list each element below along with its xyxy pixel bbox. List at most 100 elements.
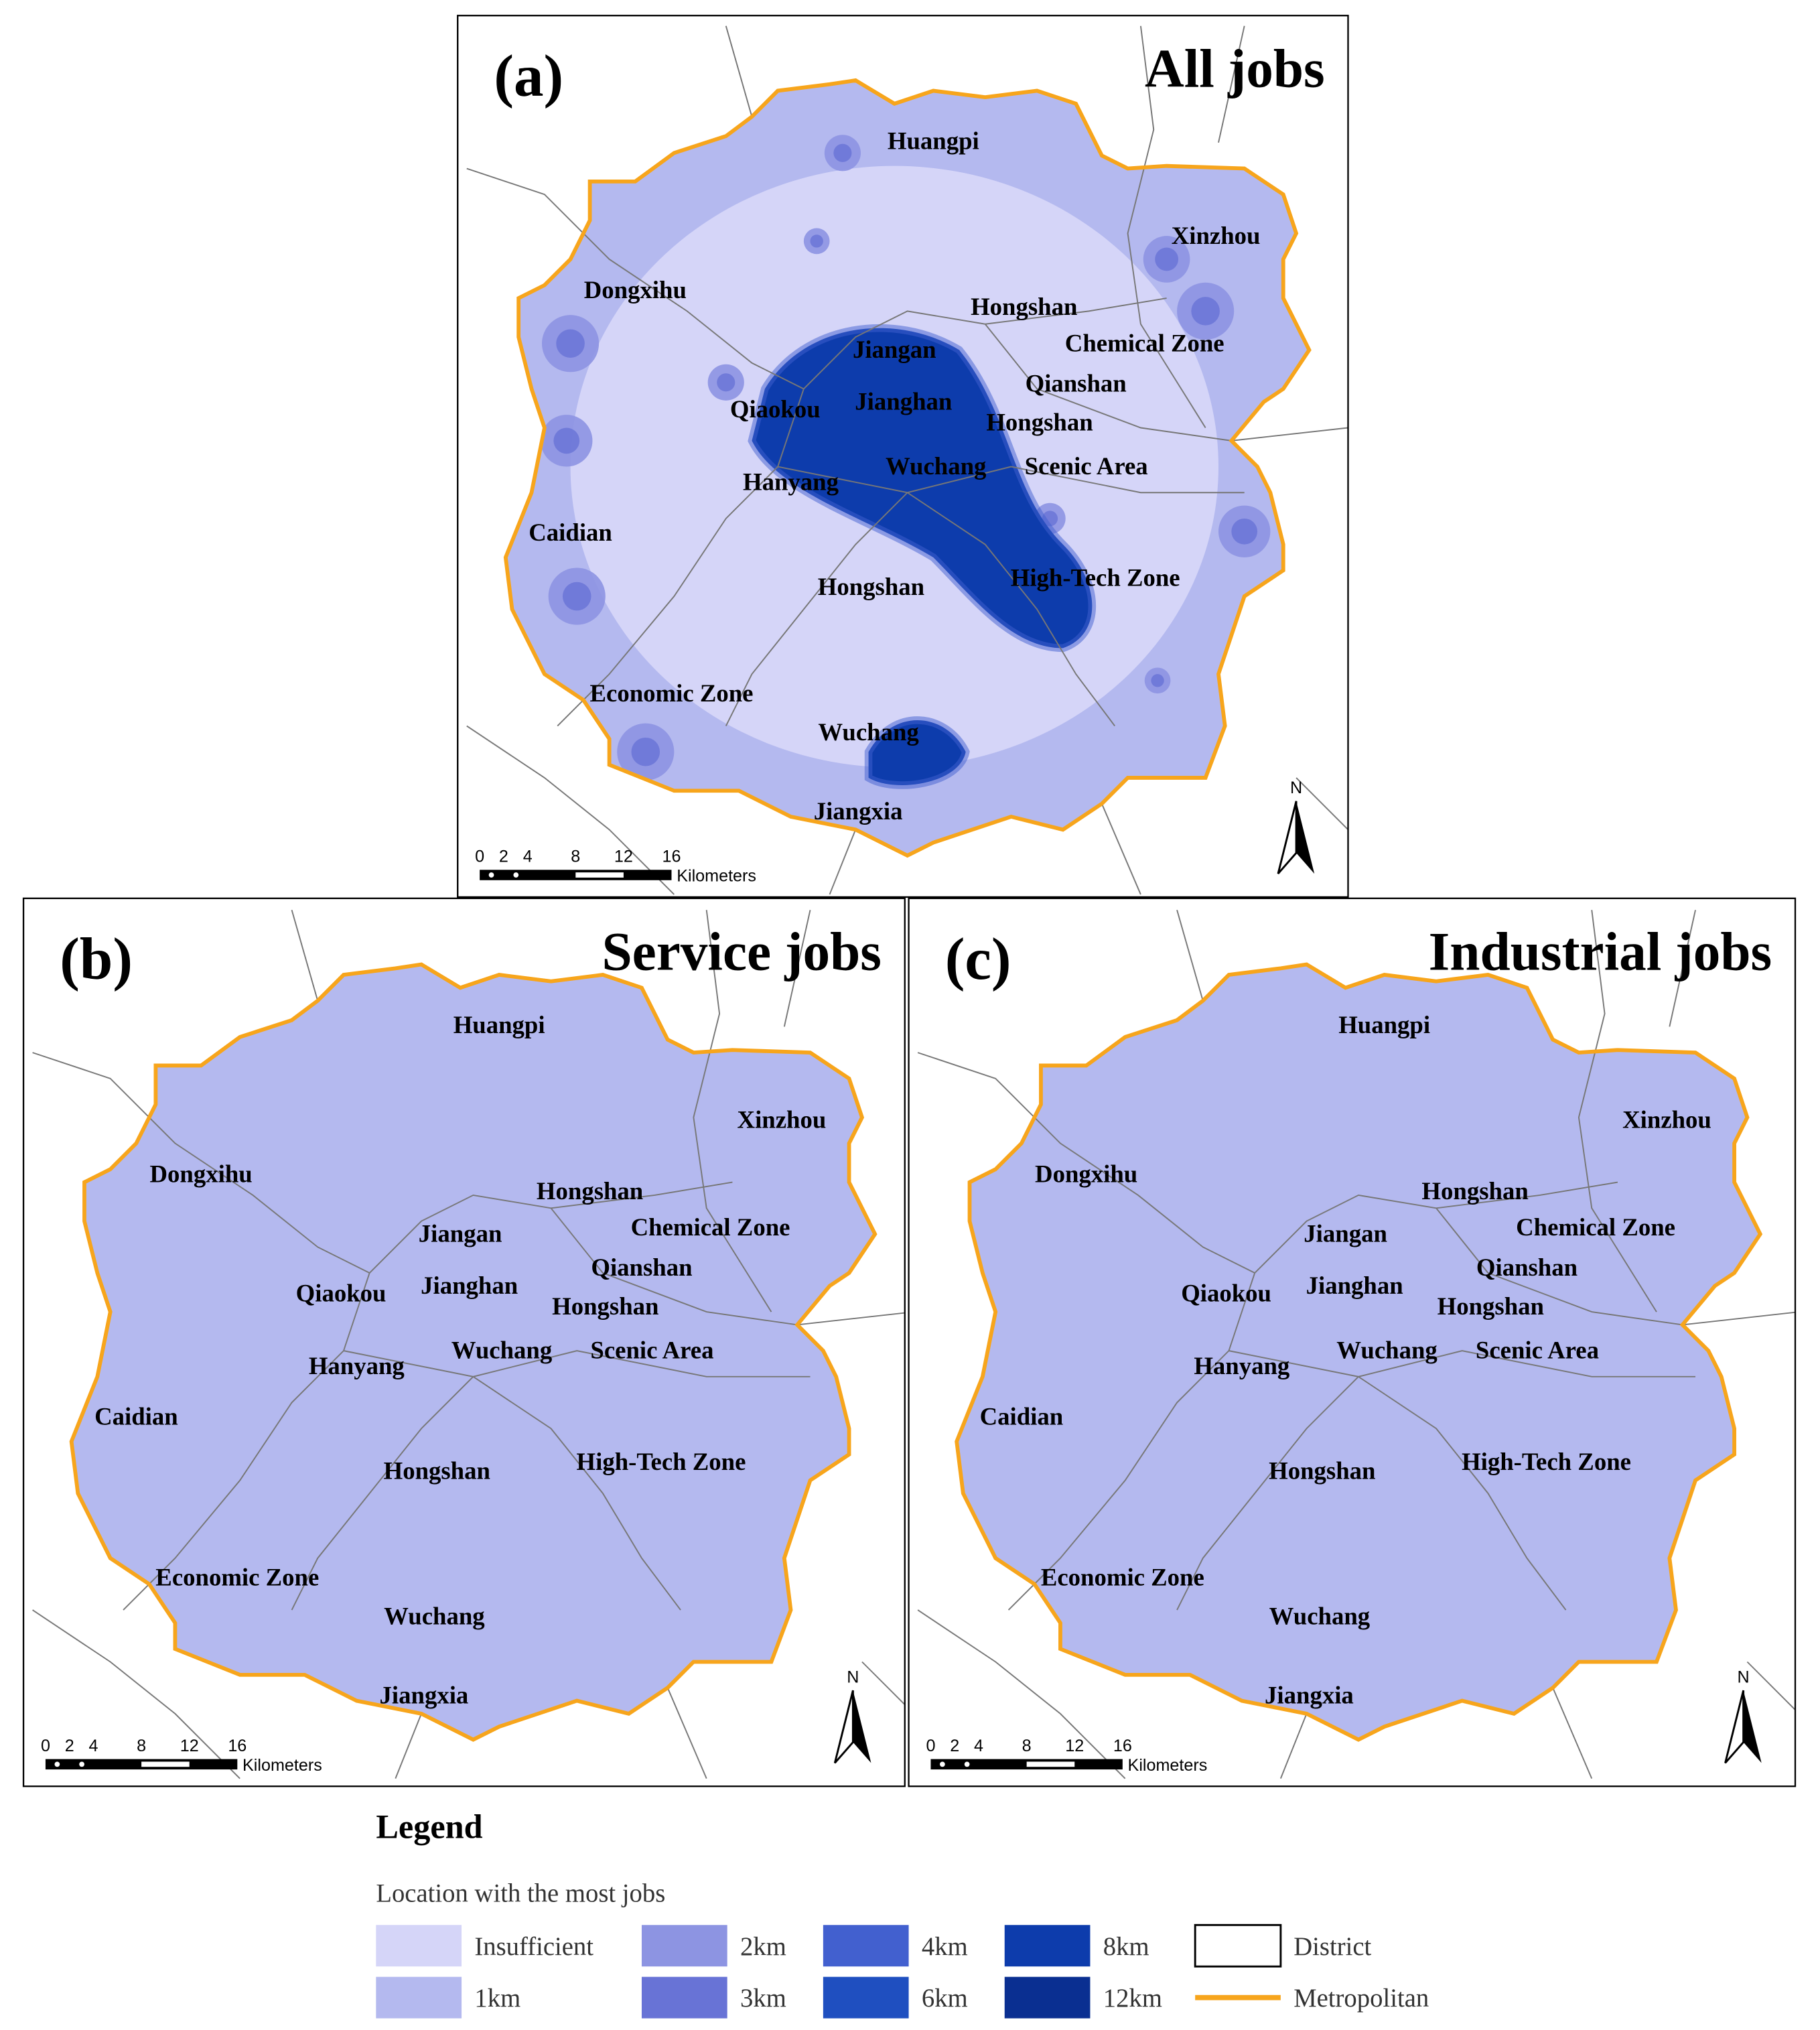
place-label: Economic Zone	[1041, 1563, 1204, 1591]
job-cluster-core	[717, 373, 736, 392]
place-label: Hongshan	[971, 293, 1077, 320]
district-line	[1296, 777, 1348, 830]
scale-tick-label: 12	[614, 848, 633, 866]
district-line	[917, 1609, 1126, 1779]
place-label: Qiaokou	[730, 395, 821, 423]
scale-tick-label: 0	[926, 1737, 935, 1755]
place-label: Xinzhou	[1172, 222, 1261, 249]
district-line	[1101, 803, 1141, 895]
place-label: Chemical Zone	[631, 1213, 790, 1241]
legend-label: 6km	[922, 1984, 968, 2013]
legend-label: 3km	[740, 1984, 786, 2013]
scale-bar-segment	[141, 1761, 190, 1767]
place-label: Qiaokou	[296, 1280, 387, 1307]
north-label: N	[847, 1668, 859, 1686]
scale-tick-label: 2	[499, 848, 508, 866]
place-label: Dongxihu	[150, 1160, 253, 1188]
district-line	[725, 492, 908, 726]
district-line	[777, 466, 1245, 494]
legend-title: Legend	[376, 1808, 482, 1846]
place-label: Huangpi	[1338, 1011, 1430, 1038]
metro-area	[71, 964, 876, 1740]
legend-label: Insufficient	[474, 1933, 593, 1961]
place-label: Hanyang	[1194, 1352, 1290, 1379]
place-label: Dongxihu	[584, 276, 687, 303]
place-label: High-Tech Zone	[577, 1448, 746, 1475]
job-cluster-core	[810, 234, 823, 248]
place-label: Jiangan	[419, 1220, 502, 1247]
map-panel: Huangpi Xinzhou Dongxihu Hongshan Chemical Z…	[23, 898, 905, 1787]
legend-label: 12km	[1103, 1984, 1162, 2013]
place-label: Jiangxia	[814, 797, 903, 825]
place-label: Economic Zone	[589, 679, 753, 707]
place-label: Scenic Area	[590, 1337, 713, 1364]
north-arrow	[1296, 801, 1315, 874]
place-label: Hongshan	[537, 1177, 643, 1205]
place-label: Huangpi	[888, 127, 979, 155]
legend-subtitle: Location with the most jobs	[376, 1879, 665, 1907]
scale-tick-label: 16	[228, 1737, 247, 1755]
district-line	[693, 910, 772, 1312]
place-label: Chemical Zone	[1516, 1213, 1675, 1241]
scale-tick-label: 8	[137, 1737, 146, 1755]
district-line	[1176, 910, 1204, 1001]
place-label: Dongxihu	[1035, 1160, 1137, 1188]
job-cluster-core	[562, 582, 591, 611]
legend-swatch	[641, 1925, 727, 1967]
job-cluster-core	[1231, 518, 1258, 545]
district-line	[1127, 25, 1206, 429]
place-label: Hongshan	[818, 573, 924, 600]
district-line	[472, 1376, 681, 1611]
place-label: Hongshan	[1438, 1292, 1544, 1320]
place-label: Qianshan	[1026, 369, 1127, 397]
place-label: Qianshan	[591, 1254, 692, 1281]
legend-swatch	[823, 1925, 909, 1967]
job-cluster-core	[1151, 674, 1164, 687]
place-label: Qianshan	[1476, 1254, 1578, 1281]
place-label: Jianghan	[855, 387, 952, 415]
scale-unit: Kilometers	[677, 867, 756, 886]
north-arrow	[1743, 1690, 1762, 1763]
legend-label: 4km	[922, 1933, 968, 1961]
legend-swatch	[1004, 1976, 1091, 2019]
place-label: Chemical Zone	[1065, 329, 1224, 356]
district-line	[907, 492, 1115, 727]
scale-tick-label: 2	[950, 1737, 959, 1755]
legend-label: 2km	[740, 1933, 786, 1961]
legend-swatch	[1194, 1923, 1282, 1968]
scale-bar-segment	[575, 872, 624, 878]
job-cluster-core	[556, 329, 585, 358]
place-label: Caidian	[529, 519, 612, 546]
map-content: Huangpi Xinzhou Dongxihu Hongshan Chemical Z…	[32, 910, 905, 1779]
scale-tick-label: 16	[662, 848, 681, 866]
district-line	[984, 324, 1348, 442]
district-line	[1436, 1207, 1796, 1326]
job-center-core	[748, 324, 1096, 789]
job-cluster-core	[631, 737, 660, 766]
legend-label: Metropolitan	[1293, 1984, 1429, 2013]
district-line	[1007, 1272, 1256, 1611]
district-line	[343, 1350, 811, 1377]
place-label: Caidian	[980, 1402, 1064, 1430]
district-line	[803, 297, 1167, 390]
district-line	[1279, 1713, 1308, 1779]
place-label: Wuchang	[818, 718, 919, 746]
district-line	[32, 1609, 240, 1779]
district-line	[291, 1376, 474, 1611]
place-label: Scenic Area	[1476, 1337, 1599, 1364]
map-content: Huangpi Xinzhou Dongxihu Hongshan Chemical Z…	[466, 25, 1348, 895]
scale-bar-dot	[54, 1761, 60, 1767]
district-line	[550, 1207, 905, 1326]
legend-label: 1km	[474, 1984, 520, 2013]
panel-label: (c)	[945, 927, 1011, 992]
district-line	[32, 1052, 370, 1274]
legend-swatch	[1004, 1925, 1091, 1967]
place-label: Qiaokou	[1181, 1280, 1271, 1307]
place-label: Hanyang	[743, 468, 839, 495]
legend-swatch	[376, 1976, 462, 2019]
district-line	[123, 1272, 370, 1611]
district-line	[1578, 910, 1657, 1312]
district-line	[1746, 1661, 1796, 1711]
district-line	[1218, 25, 1245, 143]
district-line	[466, 725, 675, 895]
